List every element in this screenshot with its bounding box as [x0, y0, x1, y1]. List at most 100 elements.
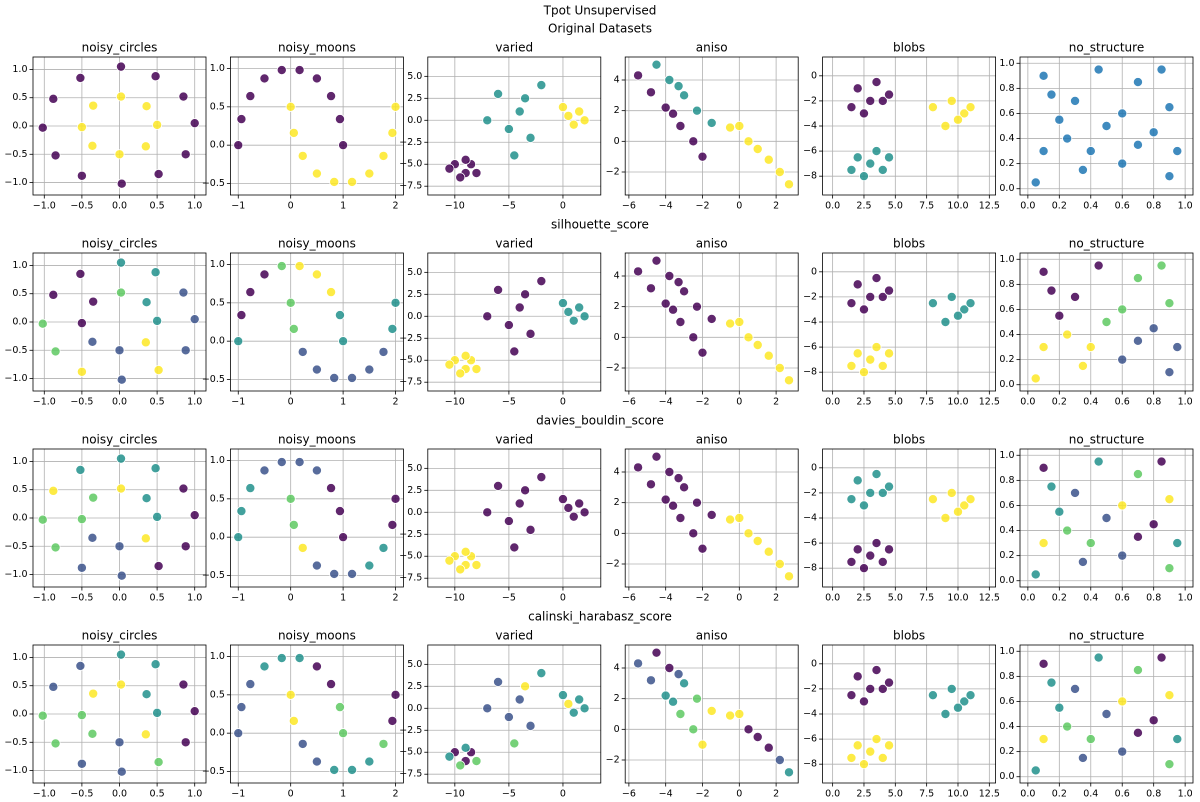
y-tick-label: 0 [811, 658, 817, 669]
x-tick-label: 0 [736, 593, 742, 604]
scatter-point [871, 146, 882, 157]
scatter-point [76, 758, 87, 769]
scatter-point [1038, 462, 1049, 473]
scatter-point [697, 151, 708, 162]
y-tick-label: −0.5 [4, 345, 27, 356]
x-tick-label: −0.5 [70, 593, 93, 604]
axes-frame [32, 644, 207, 784]
scatter-point [946, 683, 957, 694]
scatter-point [116, 287, 127, 298]
scatter-point [536, 80, 547, 91]
scatter-point [48, 681, 59, 692]
scatter-point [763, 350, 774, 361]
subplot: blobs 0.0 2.5 5.0 7.5 10.0 12.5 −8 −6 −4 −2 0 [803, 237, 1000, 408]
x-tick-label: 12.5 [979, 789, 1000, 800]
y-tick-label: −2 [803, 95, 817, 106]
subplot-title: blobs [893, 629, 925, 643]
subplot: no_structure 0.0 0.2 0.4 0.6 0.8 1.0 0.0 0.2 0.4 0… [999, 433, 1194, 604]
scatter-point [520, 289, 531, 300]
y-tick-label: 1.0 [999, 450, 1014, 461]
scatter-point [1085, 146, 1096, 157]
scatter-point [233, 140, 244, 151]
scatter-point [946, 291, 957, 302]
scatter-point [679, 90, 690, 101]
x-tick-label: 2 [773, 593, 779, 604]
scatter-point [116, 453, 127, 464]
scatter-point [568, 119, 579, 130]
y-tick-label: 4 [614, 467, 620, 478]
scatter-point [871, 342, 882, 353]
y-tick-label: −6 [803, 538, 817, 549]
scatter-point [877, 683, 888, 694]
scatter-point [329, 764, 340, 775]
x-tick-label: 1.0 [187, 593, 202, 604]
y-tick-label: −2.5 [399, 725, 422, 736]
y-tick-label: 0 [811, 462, 817, 473]
scatter-point [140, 141, 151, 152]
scatter-point [76, 170, 87, 181]
scatter-point [311, 269, 322, 280]
scatter-point [774, 362, 785, 373]
scatter-point [1062, 133, 1073, 144]
x-tick-label: 1 [340, 397, 346, 408]
scatter-point [471, 364, 482, 375]
scatter-point [858, 759, 869, 770]
x-tick-label: 0 [560, 201, 566, 212]
scatter-point [152, 119, 163, 130]
scatter-point [852, 83, 863, 94]
scatter-point [88, 296, 99, 307]
axes-frame [822, 644, 996, 784]
subplot-title: varied [495, 629, 533, 643]
scatter-point [743, 332, 754, 343]
x-tick-label: 2 [773, 397, 779, 408]
scatter-point [940, 121, 951, 132]
scatter-point [633, 266, 644, 277]
scatter-point [871, 538, 882, 549]
y-tick-label: 0.0 [12, 709, 27, 720]
scatter-point [236, 702, 247, 713]
x-tick-label: 1.0 [187, 789, 202, 800]
subplot-title: no_structure [1069, 433, 1144, 447]
scatter-point [633, 658, 644, 669]
y-tick-label: 0.0 [999, 575, 1014, 586]
scatter-point [563, 502, 574, 513]
scatter-point [675, 513, 686, 524]
scatter-point [725, 122, 736, 133]
scatter-point [1172, 538, 1183, 549]
subplot-title: noisy_circles [82, 41, 158, 55]
scatter-point [364, 364, 375, 375]
subplot: blobs 0.0 2.5 5.0 7.5 10.0 12.5 −8 −6 −4 −2 0 [803, 41, 1000, 212]
scatter-point [503, 516, 514, 527]
scatter-point [189, 706, 200, 717]
scatter-point [390, 493, 401, 504]
scatter-point [1054, 310, 1065, 321]
subplot-title: blobs [893, 41, 925, 55]
scatter-point [679, 482, 690, 493]
scatter-point [493, 676, 504, 687]
x-tick-label: 0.4 [1083, 397, 1098, 408]
x-tick-label: 2.5 [856, 397, 871, 408]
x-tick-label: −4 [659, 789, 673, 800]
subplot: no_structure 0.0 0.2 0.4 0.6 0.8 1.0 0.0 0.2 0.4 0… [999, 237, 1194, 408]
scatter-point [493, 480, 504, 491]
scatter-point [673, 277, 684, 288]
y-tick-label: −2 [606, 559, 620, 570]
x-tick-label: 0.0 [112, 201, 127, 212]
scatter-point [329, 568, 340, 579]
y-tick-label: −0.5 [202, 178, 225, 189]
scatter-point [482, 311, 493, 322]
scatter-point [390, 297, 401, 308]
scatter-point [364, 560, 375, 571]
scatter-point [965, 690, 976, 701]
scatter-point [946, 487, 957, 498]
scatter-point [76, 318, 87, 329]
y-tick-label: 0 [811, 70, 817, 81]
axes-frame [822, 56, 996, 196]
scatter-point [1038, 70, 1049, 81]
scatter-point [76, 710, 87, 721]
scatter-point [952, 310, 963, 321]
scatter-point [87, 532, 98, 543]
y-tick-label: 0.4 [999, 329, 1014, 340]
scatter-point [846, 752, 857, 763]
scatter-point [471, 560, 482, 571]
